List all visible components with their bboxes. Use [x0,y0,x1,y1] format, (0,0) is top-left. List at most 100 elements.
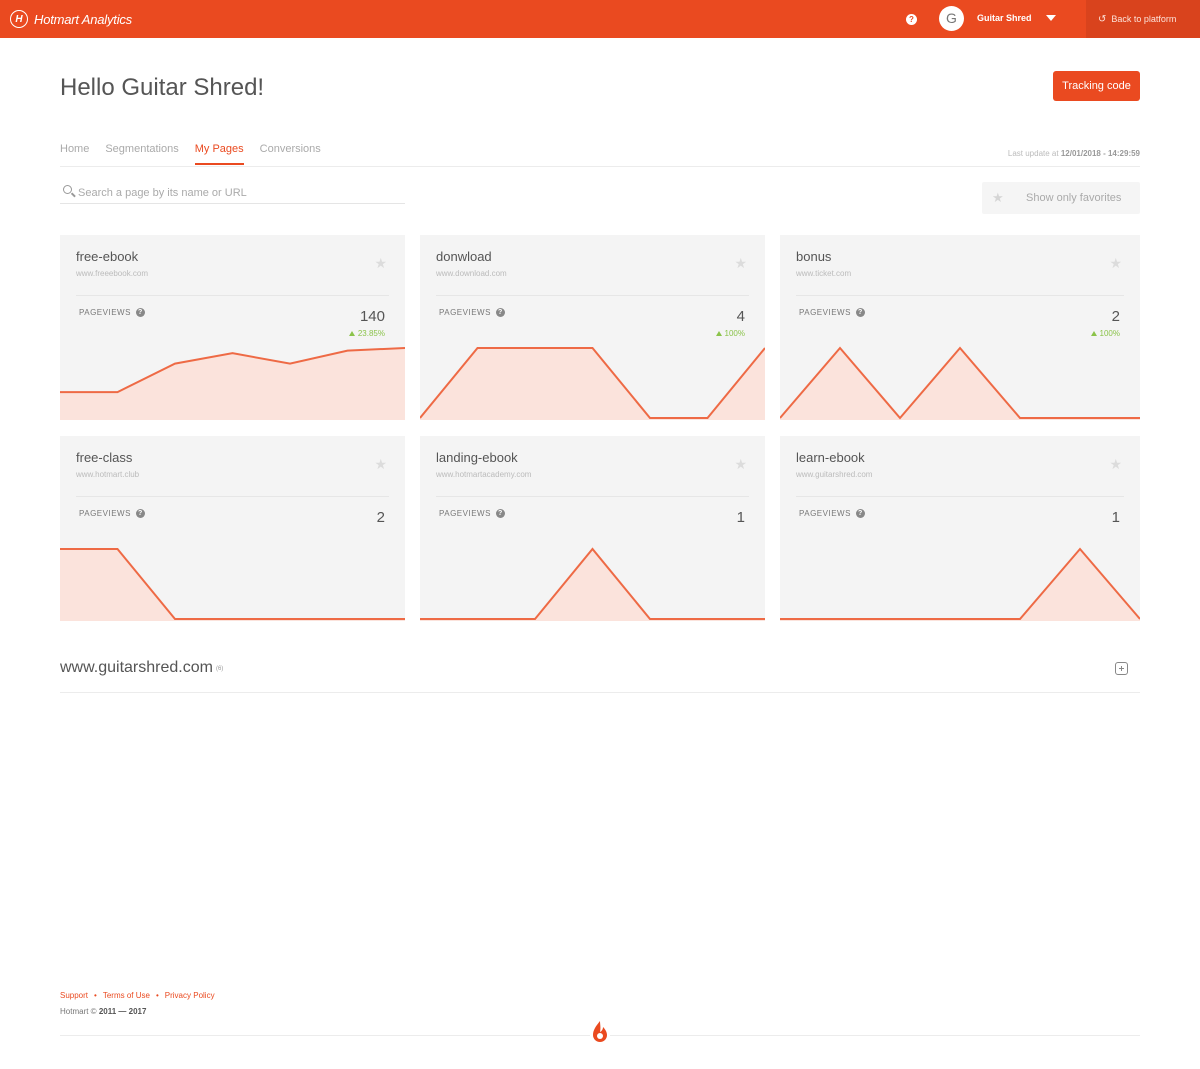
pageviews-value: 1 [736,509,745,526]
sparkline-area [60,549,405,621]
sparkline-chart [60,347,405,420]
star-icon[interactable]: ★ [374,456,387,472]
sparkline-chart [780,547,1140,621]
hotmart-logo-icon: H [10,10,28,28]
top-bar: H Hotmart Analytics ? G Guitar Shred ↺ B… [0,0,1200,38]
pageviews-label-text: PAGEVIEWS [439,308,491,317]
footer-separator: • [94,991,97,1000]
footer-link-privacy[interactable]: Privacy Policy [164,991,215,1000]
copyright-prefix: Hotmart © [60,1007,97,1016]
last-update-value: 12/01/2018 - 14:29:59 [1060,149,1140,158]
help-icon[interactable]: ? [495,308,505,317]
footer-separator: • [155,991,159,1000]
card-title: learn-ebook [796,450,865,465]
brand-name: Hotmart Analytics [34,11,132,27]
sparkline-line [780,547,1140,620]
pageviews-label-text: PAGEVIEWS [439,509,491,518]
tabs-divider [60,166,1140,167]
pageviews-label: PAGEVIEWS? [799,308,865,317]
brand[interactable]: H Hotmart Analytics [10,9,132,29]
user-menu-name[interactable]: Guitar Shred [977,13,1032,23]
card-title: free-ebook [76,249,139,264]
card-title: bonus [796,249,832,264]
star-icon[interactable]: ★ [734,255,747,271]
help-icon[interactable]: ? [135,509,145,518]
page-card[interactable]: landing-ebook www.hotmartacademy.com ★ P… [420,436,765,621]
sparkline-area [420,549,765,621]
domain-count-badge: (6) [215,666,224,672]
pageviews-label: PAGEVIEWS? [799,509,865,518]
sparkline-area [60,348,405,420]
footer-link-support[interactable]: Support [60,991,89,1000]
sparkline-area [420,348,765,420]
tab-my-pages[interactable]: My Pages [194,143,244,165]
card-divider [436,295,749,296]
star-icon: ★ [992,190,1004,205]
card-title: donwload [436,249,492,264]
back-to-platform-label: Back to platform [1111,14,1177,24]
help-icon[interactable]: ? [855,509,865,518]
show-favorites-toggle[interactable]: ★ Show only favorites [982,182,1140,214]
search-icon [63,185,72,194]
domain-divider [60,692,1140,693]
tab-bar: Home Segmentations My Pages Conversions [60,143,321,167]
sparkline-line [420,347,765,419]
card-url: www.ticket.com [796,269,852,278]
help-icon[interactable]: ? [495,509,505,518]
card-divider [436,496,749,497]
tab-segmentations[interactable]: Segmentations [105,143,179,155]
pageviews-label-text: PAGEVIEWS [799,509,851,518]
search-input[interactable] [78,184,398,202]
card-divider [76,295,389,296]
chevron-down-icon[interactable] [1046,15,1056,21]
pageviews-value: 1 [1111,509,1120,526]
pageviews-label: PAGEVIEWS? [439,308,505,317]
help-icon[interactable]: ? [906,14,917,25]
sparkline-line [780,346,1140,420]
sparkline-chart [780,346,1140,420]
copyright: Hotmart © 2011 — 2017 [60,1007,146,1016]
sparkline-chart [420,547,765,621]
pageviews-value: 2 [1111,308,1120,325]
expand-icon[interactable] [1115,662,1128,675]
card-url: www.freeebook.com [76,269,149,278]
card-title: landing-ebook [436,450,518,465]
hotmart-flame-icon [590,1019,610,1045]
pageviews-value: 2 [376,509,385,526]
copyright-years: 2011 — 2017 [98,1007,147,1016]
tracking-code-button[interactable]: Tracking code [1053,71,1140,101]
page-card[interactable]: learn-ebook www.guitarshred.com ★ PAGEVI… [780,436,1140,621]
footer-links: Support • Terms of Use • Privacy Policy [60,991,215,1000]
page-card[interactable]: donwload www.download.com ★ PAGEVIEWS? 4… [420,235,765,420]
back-to-platform-button[interactable]: ↺ Back to platform [1086,0,1200,38]
show-favorites-label: Show only favorites [1026,192,1122,204]
help-icon[interactable]: ? [855,308,865,317]
back-arrow-icon: ↺ [1098,13,1107,25]
help-icon[interactable]: ? [135,308,145,317]
pageviews-change: 23.85% [349,329,385,338]
sparkline-area [780,348,1140,420]
last-update-prefix: Last update at [1007,149,1059,158]
card-divider [796,295,1124,296]
sparkline-line [60,548,405,620]
avatar[interactable]: G [939,6,964,31]
card-divider [796,496,1124,497]
star-icon[interactable]: ★ [374,255,387,271]
page-card[interactable]: free-class www.hotmart.club ★ PAGEVIEWS?… [60,436,405,621]
star-icon[interactable]: ★ [734,456,747,472]
sparkline-line [60,347,405,394]
footer-link-terms[interactable]: Terms of Use [102,991,150,1000]
star-icon[interactable]: ★ [1109,456,1122,472]
pageviews-label: PAGEVIEWS? [79,509,145,518]
tab-home[interactable]: Home [60,143,90,155]
page-card[interactable]: bonus www.ticket.com ★ PAGEVIEWS? 2 100% [780,235,1140,420]
star-icon[interactable]: ★ [1109,255,1122,271]
page-card[interactable]: free-ebook www.freeebook.com ★ PAGEVIEWS… [60,235,405,420]
card-url: www.download.com [436,269,507,278]
pageviews-value: 4 [736,308,745,325]
card-url: www.hotmart.club [76,470,140,479]
sparkline-chart [60,548,405,621]
domain-name: www.guitarshred.com [60,659,213,676]
page-title: Hello Guitar Shred! [60,74,265,101]
tab-conversions[interactable]: Conversions [259,143,321,155]
